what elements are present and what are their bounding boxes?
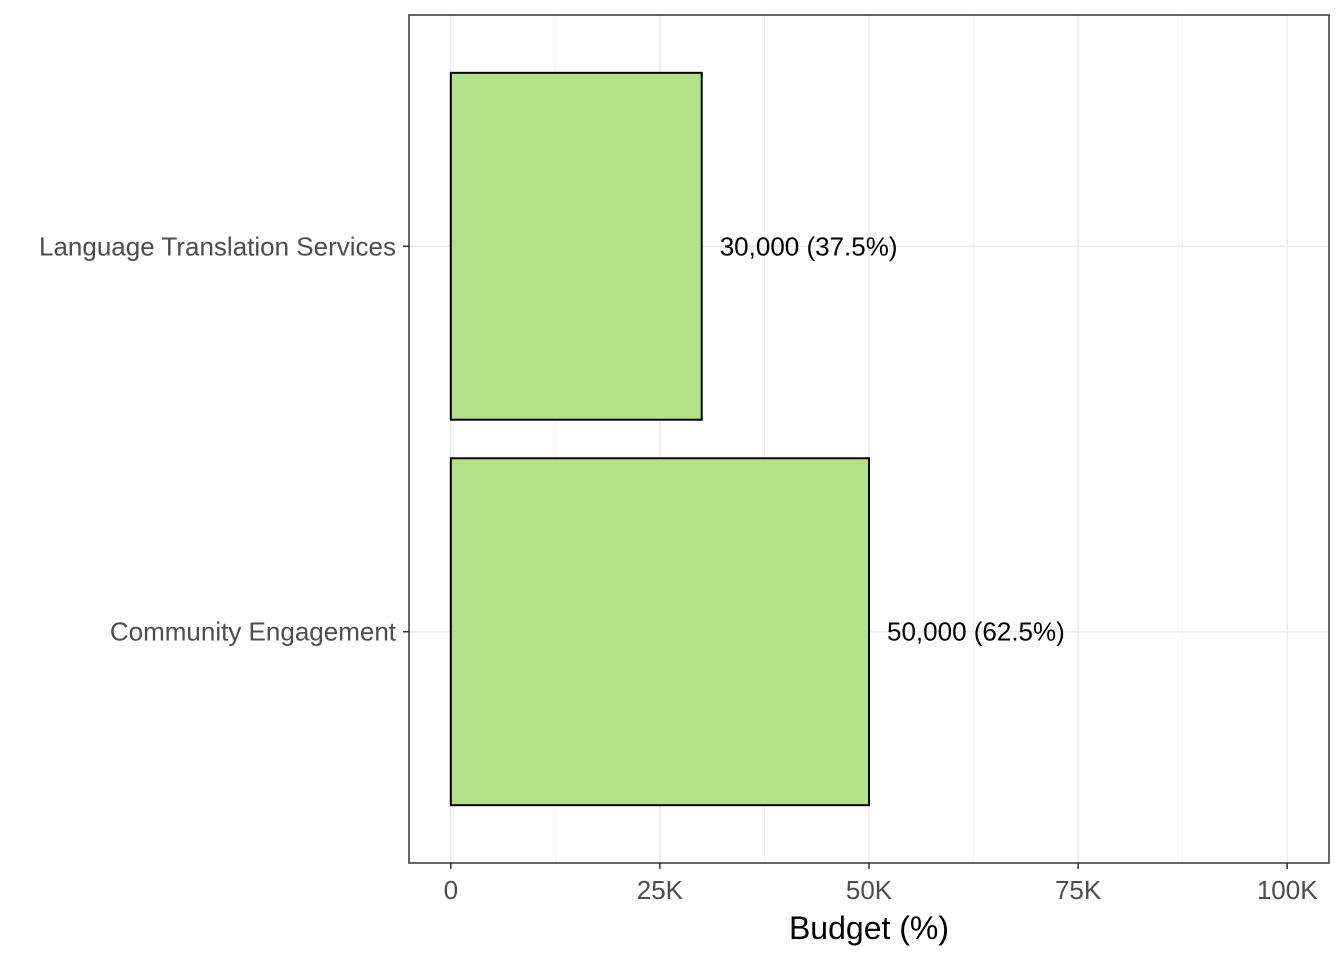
- x-tick-label: 25K: [637, 875, 684, 905]
- bar-value-label: 50,000 (62.5%): [887, 617, 1065, 647]
- y-tick-label: Language Translation Services: [39, 231, 396, 261]
- bar: [449, 71, 703, 421]
- bar-value-label: 30,000 (37.5%): [720, 231, 898, 261]
- bar: [449, 457, 870, 807]
- x-tick-label: 50K: [846, 875, 893, 905]
- y-tick-label: Community Engagement: [110, 617, 397, 647]
- x-axis: 0 25K 50K 75K 100K: [444, 863, 1318, 905]
- data-labels: 50,000 (62.5%) 30,000 (37.5%): [720, 231, 1065, 646]
- x-tick-label: 100K: [1257, 875, 1318, 905]
- x-tick-label: 75K: [1055, 875, 1102, 905]
- x-tick-label: 0: [444, 875, 458, 905]
- x-axis-title: Budget (%): [789, 910, 949, 946]
- y-axis: Community Engagement Language Translation…: [39, 231, 409, 647]
- bars: [449, 71, 870, 807]
